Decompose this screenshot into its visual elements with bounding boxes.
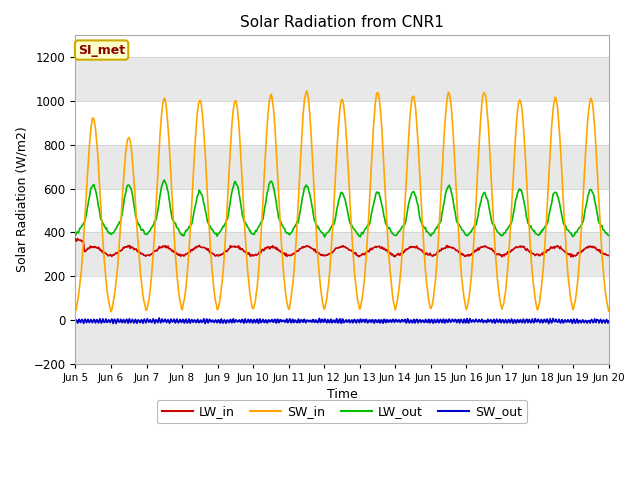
SW_in (191, 145, 198, 151)
LW_in (605, 252, 612, 258)
SW_in (107, 309, 115, 314)
LW_out (219, 224, 227, 229)
LW_in (136, 250, 144, 255)
Y-axis label: Solar Radiation (W/m2): Solar Radiation (W/m2) (15, 127, 28, 273)
SW_in (72, 308, 79, 314)
Line: LW_in: LW_in (76, 239, 609, 257)
LW_out (408, 190, 416, 195)
SW_in (219, 269, 227, 275)
Title: Solar Radiation from CNR1: Solar Radiation from CNR1 (240, 15, 444, 30)
SW_in (303, 88, 310, 94)
LW_in (81, 249, 89, 254)
SW_out (545, 321, 552, 326)
Line: SW_in: SW_in (76, 91, 609, 312)
Bar (76, 145, 609, 189)
SW_out (72, 317, 79, 323)
LW_in (218, 251, 226, 257)
Legend: LW_in, SW_in, LW_out, SW_out: LW_in, SW_in, LW_out, SW_out (157, 400, 527, 423)
LW_out (321, 234, 328, 240)
LW_out (161, 177, 168, 183)
SW_out (605, 318, 612, 324)
SW_out (408, 318, 415, 324)
LW_in (72, 236, 79, 241)
LW_out (191, 205, 198, 211)
LW_in (422, 250, 430, 256)
LW_out (605, 233, 612, 239)
Line: SW_out: SW_out (76, 318, 609, 324)
SW_in (424, 288, 431, 294)
SW_in (137, 273, 145, 278)
SW_out (423, 319, 431, 325)
LW_out (136, 224, 144, 229)
SW_out (136, 320, 144, 325)
Text: SI_met: SI_met (78, 44, 125, 57)
SW_out (156, 315, 163, 321)
LW_out (81, 218, 89, 224)
Bar (76, 57, 609, 101)
SW_out (219, 320, 227, 326)
X-axis label: Time: Time (326, 388, 357, 401)
SW_in (605, 308, 612, 314)
SW_out (81, 316, 89, 322)
Bar (76, 320, 609, 364)
SW_out (191, 317, 198, 323)
SW_in (81, 213, 89, 218)
SW_in (408, 95, 416, 100)
LW_out (424, 229, 431, 235)
LW_in (498, 254, 506, 260)
Bar (76, 232, 609, 276)
LW_out (72, 232, 79, 238)
LW_in (190, 246, 198, 252)
Line: LW_out: LW_out (76, 180, 609, 237)
LW_in (407, 245, 415, 251)
